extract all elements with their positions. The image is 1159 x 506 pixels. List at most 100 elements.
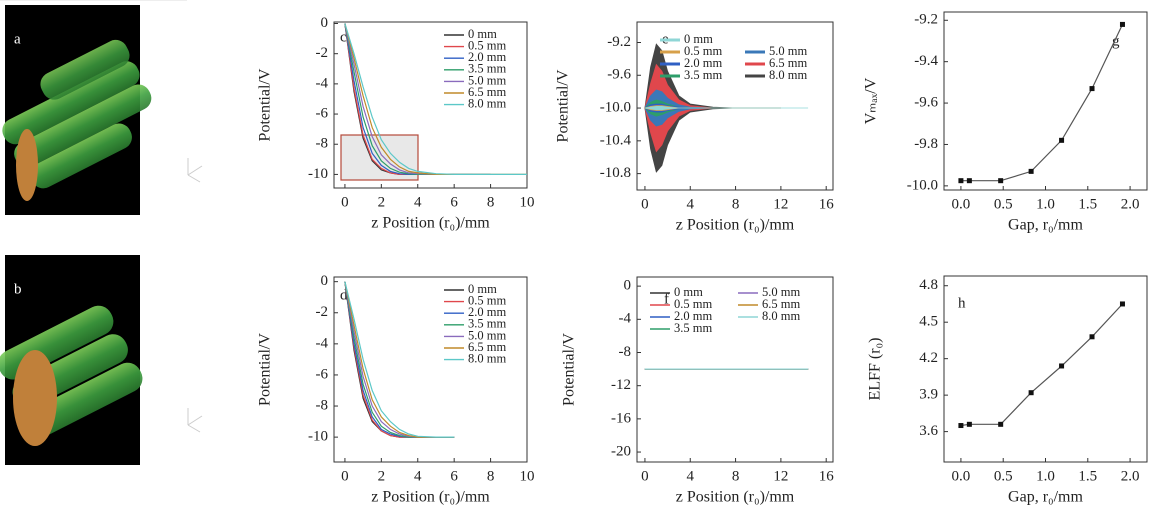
axis-letter: x [211,145,220,164]
plot-frame [636,276,834,463]
y-tick-label: -9.4 [914,53,938,69]
marker [1028,168,1034,174]
x-axis-label: z Position (r₀)/mm [371,215,490,232]
legend-label: 0.5 mm [468,38,506,52]
series-line [344,281,455,438]
series-line [960,24,1124,182]
y-tick-label: 0 [321,15,329,31]
y-tick-label: -9.6 [607,67,631,83]
legend-label: 3.5 mm [684,68,722,82]
legend-label: 8.0 mm [762,309,800,323]
x-tick-label: 0 [641,196,649,212]
y-tick-label: 4.8 [919,277,938,293]
x-tick-label: 2.0 [1121,196,1140,212]
x-tick-label: 1.5 [1078,468,1097,484]
series-band [644,106,809,111]
x-tick-label: 10 [520,194,535,210]
legend-label: 0.5 mm [684,44,722,58]
series-line [344,23,527,175]
x-axis-label: z Position (r₀)/mm [676,217,795,234]
x-tick-label: 8 [732,196,740,212]
render-b: b y x z [0,255,220,465]
chart-h: 0.0 0.5 1.0 1.5 2.0 3.6 3.9 4.2 4.5 4.8 Gap, r₀/mm… [867,275,1148,506]
x-tick-label: 12 [773,468,788,484]
y-tick-label: -10.8 [600,165,631,181]
panel-label: d [340,287,348,303]
x-tick-label: 2 [378,468,386,484]
y-tick-label: -8 [316,397,329,413]
panel-label: a [14,31,21,47]
y-tick-label: -2 [316,304,329,320]
y-tick-label: -2 [316,45,329,61]
legend-label: 5.0 mm [762,285,800,299]
x-tick-label: 6 [450,194,458,210]
y-tick-label: -6 [316,366,329,382]
panel-label: c [340,29,347,45]
marker [998,178,1004,184]
x-tick-label: 8 [487,194,495,210]
x-tick-label: 4 [414,468,422,484]
x-tick-label: 0.5 [994,468,1013,484]
legend-label: 2.0 mm [468,50,506,64]
y-tick-label: -10 [308,166,328,182]
y-tick-label: -9.2 [607,34,631,50]
legend-label: 0.5 mm [674,297,712,311]
x-tick-label: 0 [341,468,349,484]
x-axis-label: Gap, r₀/mm [1008,217,1083,234]
panel-label: f [664,291,669,307]
y-tick-label: 0 [624,278,632,294]
marker [1059,363,1065,369]
y-axis-label: Potential/V [257,68,274,141]
y-tick-label: 4.2 [919,350,938,366]
marker [1089,86,1095,92]
legend-label: 6.5 mm [468,340,506,354]
y-tick-label: -10.0 [907,177,938,193]
legend-label: 0 mm [468,282,497,296]
y-axis-label: Potential/V [555,69,572,142]
legend-label: 0 mm [674,285,703,299]
legend-label: 8.0 mm [468,351,506,365]
legend-label: 5.0 mm [468,328,506,342]
x-tick-label: 6 [450,468,458,484]
panel-label: g [1112,33,1120,49]
plot-frame [333,276,528,463]
y-tick-label: -4 [316,335,329,351]
plot-frame [333,21,528,189]
y-tick-label: 3.6 [919,423,938,439]
axis-letter: z [208,437,216,456]
series-line [960,303,1123,427]
legend-label: 2.0 mm [468,305,506,319]
y-axis-label: ELFF (r₀) [867,338,884,401]
panel-label: h [958,295,966,311]
y-tick-label: -10.0 [600,99,631,115]
axis-letter: y [177,399,187,418]
legend-label: 8.0 mm [468,96,506,110]
axis-letter: x [211,416,220,435]
legend-label: 5.0 mm [769,44,807,58]
x-tick-label: 12 [773,196,788,212]
x-tick-label: 0.0 [952,196,971,212]
y-tick-label: -12 [611,377,631,393]
legend-label: 0.5 mm [468,293,506,307]
x-tick-label: 1.0 [1036,196,1055,212]
x-tick-label: 1.0 [1036,468,1055,484]
x-axis-label: z Position (r₀)/mm [676,489,795,506]
marker [1119,301,1125,307]
y-tick-label: -4 [316,75,329,91]
legend-label: 0 mm [684,32,713,46]
chart-d: 0 2 4 6 8 10 0 -2 -4 -6 -8 -10 z Position (r₀)/mm Pot… [257,273,535,506]
x-axis-label: z Position (r₀)/mm [371,489,490,506]
x-tick-label: 8 [732,468,740,484]
x-tick-label: 0.0 [952,468,971,484]
x-tick-label: 4 [686,196,694,212]
x-tick-label: 4 [686,468,694,484]
x-tick-label: 1.5 [1078,196,1097,212]
render-a: a y x z [0,0,220,215]
legend-label: 3.5 mm [468,62,506,76]
chart-f: 0 4 8 12 16 0 -4 -8 -12 -16 -20 z Position (r₀)/mm P… [561,276,834,506]
x-tick-label: 0 [341,194,349,210]
y-tick-label: -20 [611,443,631,459]
y-tick-label: 0 [321,273,329,289]
marker [966,178,972,184]
x-tick-label: 4 [414,194,422,210]
